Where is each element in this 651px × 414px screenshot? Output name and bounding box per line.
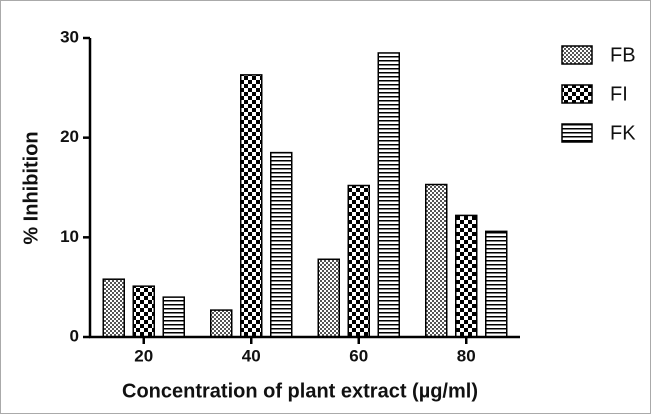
y-tick-label: 10 bbox=[60, 227, 79, 246]
x-tick-label: 20 bbox=[134, 346, 153, 365]
bar bbox=[425, 183, 448, 338]
bar bbox=[317, 258, 340, 338]
x-axis-title: Concentration of plant extract (µg/ml) bbox=[122, 380, 478, 402]
y-tick-label: 0 bbox=[70, 326, 79, 345]
y-tick-label: 20 bbox=[60, 127, 79, 146]
x-tick-label: 40 bbox=[242, 346, 261, 365]
y-tick-label: 30 bbox=[60, 27, 79, 46]
legend-label: FI bbox=[610, 83, 628, 105]
bar bbox=[270, 151, 293, 338]
bar bbox=[162, 296, 185, 338]
legend-label: FB bbox=[610, 44, 636, 66]
x-tick-label: 80 bbox=[457, 346, 476, 365]
bar bbox=[485, 230, 508, 338]
legend-swatch bbox=[561, 123, 593, 143]
bar bbox=[455, 214, 478, 338]
bar bbox=[240, 74, 263, 338]
x-tick-label: 60 bbox=[349, 346, 368, 365]
y-axis-title: % Inhibition bbox=[20, 131, 42, 244]
bar bbox=[102, 278, 125, 338]
legend-swatch bbox=[561, 84, 593, 104]
bar bbox=[210, 309, 233, 338]
bar bbox=[347, 184, 370, 338]
bar bbox=[132, 285, 155, 338]
legend-label: FK bbox=[610, 122, 636, 144]
bar bbox=[377, 52, 400, 338]
legend-swatch bbox=[561, 45, 593, 65]
